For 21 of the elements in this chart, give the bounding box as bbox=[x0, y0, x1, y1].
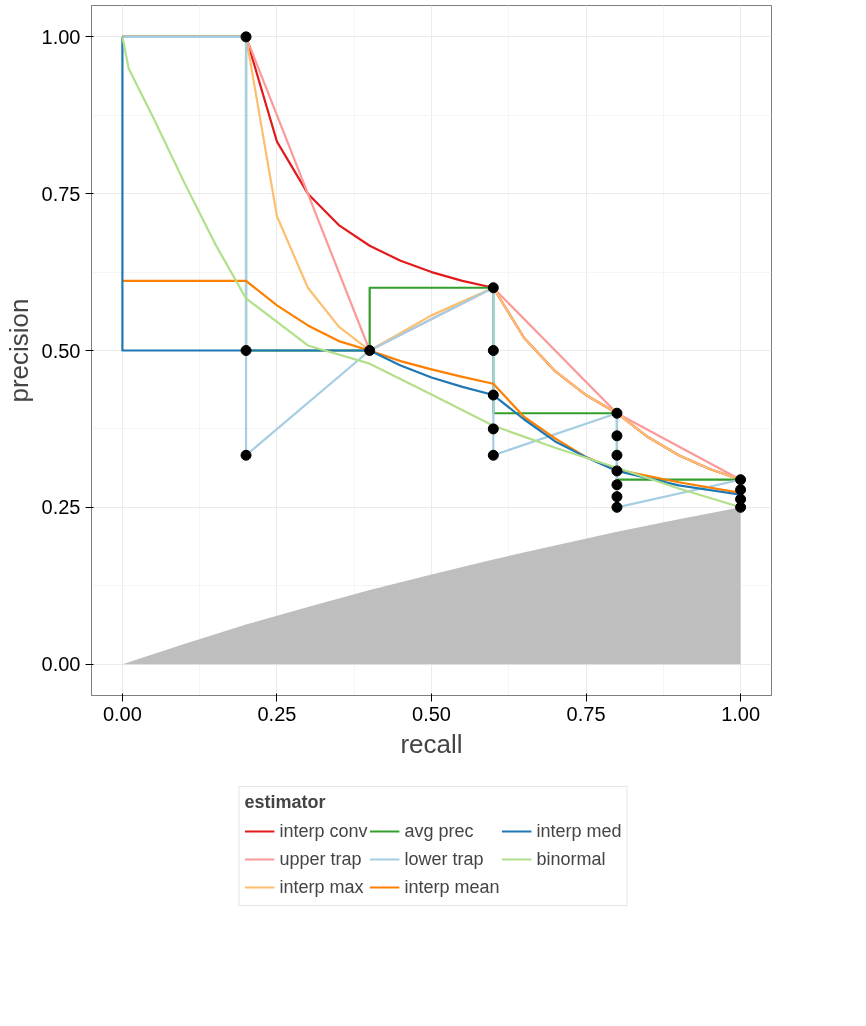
legend-label: avg prec bbox=[404, 820, 474, 842]
y-tick-label: 0.75 bbox=[41, 182, 81, 205]
legend-title: estimator bbox=[244, 792, 327, 813]
y-tick-label: 0.00 bbox=[41, 653, 81, 676]
legend-label: interp mean bbox=[404, 876, 500, 898]
y-tick-label: 0.50 bbox=[41, 339, 81, 362]
y-tick-label: 1.00 bbox=[41, 25, 81, 48]
x-tick-label: 0.25 bbox=[257, 702, 297, 725]
legend-label: upper trap bbox=[279, 848, 362, 870]
legend-label: lower trap bbox=[404, 848, 484, 870]
x-axis-title: recall bbox=[400, 728, 463, 759]
y-tick-label: 0.25 bbox=[41, 496, 81, 519]
x-tick-label: 0.75 bbox=[566, 702, 606, 725]
legend-label: binormal bbox=[536, 848, 606, 870]
x-tick-label: 1.00 bbox=[721, 702, 761, 725]
legend-label: interp med bbox=[536, 820, 622, 842]
y-axis-title: precision bbox=[3, 298, 34, 403]
x-tick-label: 0.00 bbox=[102, 702, 142, 725]
legend-label: interp conv bbox=[279, 820, 368, 842]
x-tick-label: 0.50 bbox=[412, 702, 451, 725]
legend-label: interp max bbox=[279, 876, 364, 898]
